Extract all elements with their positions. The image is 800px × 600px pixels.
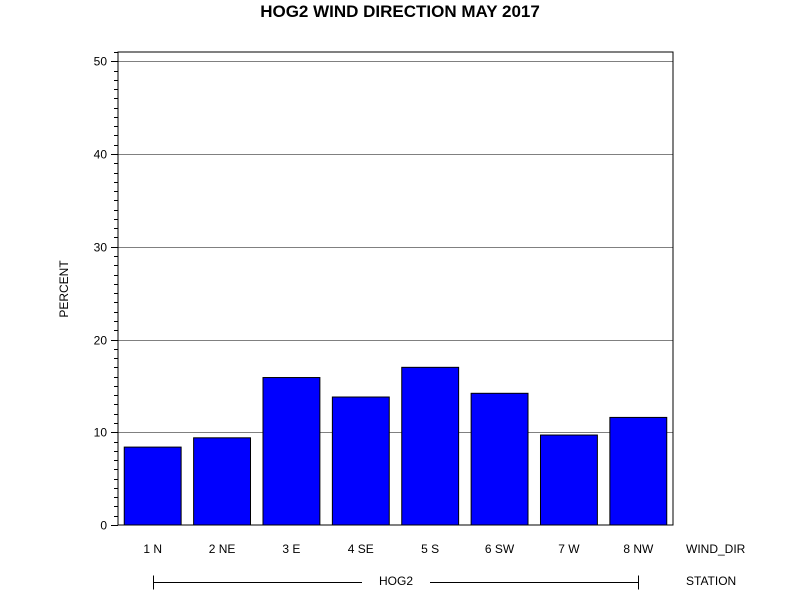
y-tick-label: 30 bbox=[94, 241, 108, 255]
x-tick-label: 3 E bbox=[282, 542, 300, 556]
group-label: HOG2 bbox=[379, 574, 413, 588]
y-tick-label: 0 bbox=[100, 519, 107, 533]
y-axis-ticks: 0 10 20 30 40 50 bbox=[94, 55, 118, 533]
x-tick-label: 8 NW bbox=[623, 542, 654, 556]
bar bbox=[401, 366, 460, 526]
x-tick-label: 7 W bbox=[558, 542, 580, 556]
bar bbox=[539, 434, 598, 526]
bar bbox=[331, 396, 390, 526]
x-tick-label: 1 N bbox=[143, 542, 162, 556]
y-tick-label: 10 bbox=[94, 426, 108, 440]
y-tick-label: 50 bbox=[94, 55, 108, 69]
x-tick-label: 2 NE bbox=[209, 542, 236, 556]
y-axis-label: PERCENT bbox=[57, 260, 71, 318]
x-tick-label: 6 SW bbox=[485, 542, 515, 556]
bar bbox=[262, 377, 321, 526]
y-tick-label: 40 bbox=[94, 148, 108, 162]
group-axis-label: STATION bbox=[686, 574, 736, 588]
plot-frame bbox=[117, 51, 674, 526]
x-axis-label: WIND_DIR bbox=[686, 542, 746, 556]
bar bbox=[470, 392, 529, 526]
station-group-axis: HOG2 bbox=[153, 574, 639, 590]
y-tick-label: 20 bbox=[94, 334, 108, 348]
x-axis-labels: 1 N 2 NE 3 E 4 SE 5 S 6 SW 7 W 8 NW bbox=[143, 542, 654, 556]
bar bbox=[193, 437, 252, 526]
x-tick-label: 5 S bbox=[421, 542, 439, 556]
x-tick-label: 4 SE bbox=[348, 542, 374, 556]
gridlines bbox=[118, 61, 673, 433]
bar bbox=[123, 446, 182, 526]
bar bbox=[609, 416, 668, 526]
y-minor-ticks bbox=[114, 52, 118, 517]
chart-title: HOG2 WIND DIRECTION MAY 2017 bbox=[260, 2, 540, 21]
bars bbox=[123, 366, 668, 526]
